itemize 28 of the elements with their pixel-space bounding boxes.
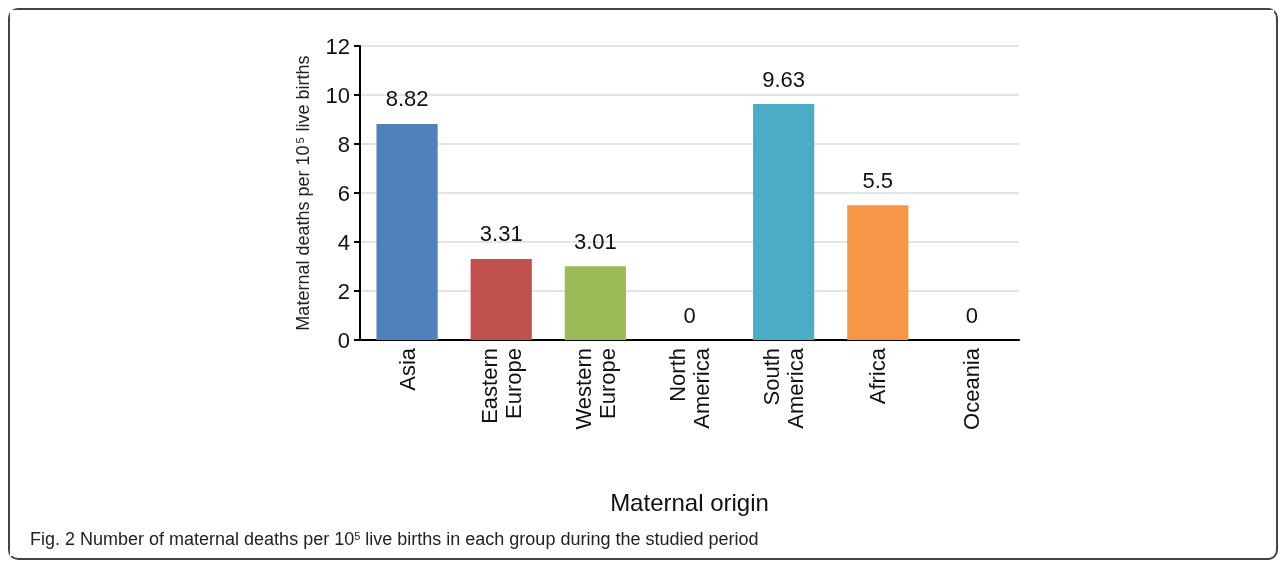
x-tick-label: Eastern Europe <box>476 348 526 424</box>
bar <box>753 104 815 340</box>
data-label: 3.31 <box>479 221 523 247</box>
x-axis-title: Maternal origin <box>610 488 769 516</box>
y-axis-title: Maternal deaths per 105 live births <box>293 55 313 331</box>
x-tick-label: Oceania <box>959 347 985 430</box>
y-tick-label: 4 <box>337 229 350 255</box>
bar <box>847 205 909 340</box>
data-label: 3.01 <box>573 228 617 254</box>
bar <box>470 258 532 340</box>
x-tick-label: Africa <box>865 347 891 405</box>
y-tick-label: 0 <box>337 327 350 353</box>
y-tick-label: 2 <box>337 278 350 304</box>
x-tick-label: Asia <box>394 347 420 391</box>
x-tick-label: North America <box>665 347 714 429</box>
y-tick-label: 8 <box>337 131 350 157</box>
data-label: 0 <box>683 302 696 328</box>
data-label: 0 <box>965 302 979 328</box>
bar <box>564 266 626 340</box>
y-tick-label: 10 <box>325 82 350 108</box>
bar <box>376 123 438 340</box>
data-label: 5.5 <box>862 167 894 193</box>
x-tick-label: Western Europe <box>570 348 620 430</box>
y-tick-label: 6 <box>337 180 350 206</box>
y-tick-label: 12 <box>325 33 350 59</box>
data-label: 9.63 <box>762 66 806 92</box>
data-label: 8.82 <box>385 86 429 112</box>
x-tick-label: South America <box>759 347 809 429</box>
